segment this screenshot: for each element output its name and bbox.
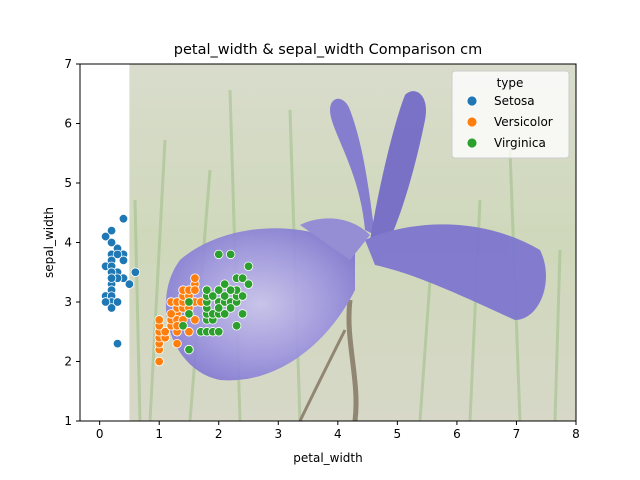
x-axis: 0 1 2 3 4 5 6 7 8 [96, 421, 580, 441]
data-point-versicolor [184, 327, 194, 337]
data-point-virginica [231, 321, 242, 331]
data-point-versicolor [190, 315, 200, 325]
legend-marker-setosa [466, 95, 478, 107]
data-point-virginica [184, 344, 194, 355]
legend-label-virginica: Virginica [494, 136, 546, 150]
data-point-virginica [214, 249, 224, 260]
data-point-setosa [106, 225, 117, 236]
data-point-versicolor [190, 285, 200, 295]
y-tick-label: 6 [64, 117, 72, 131]
data-point-virginica [243, 279, 254, 289]
x-tick-label: 0 [96, 427, 104, 441]
data-point-setosa [112, 338, 123, 349]
data-point-versicolor [172, 338, 182, 349]
data-point-virginica [202, 285, 212, 295]
data-point-setosa [100, 297, 111, 307]
y-axis-label: sepal_width [42, 207, 56, 278]
x-tick-label: 8 [572, 427, 580, 441]
data-point-virginica [184, 309, 194, 319]
scatter-points [100, 213, 254, 367]
data-point-setosa [112, 297, 123, 307]
legend-marker-versicolor [466, 116, 478, 128]
x-tick-label: 7 [513, 427, 521, 441]
data-point-setosa [106, 273, 117, 283]
data-point-setosa [100, 231, 111, 242]
data-point-setosa [106, 303, 117, 313]
chart-title: petal_width & sepal_width Comparison cm [174, 42, 482, 58]
legend: type Setosa Versicolor Virginica [451, 70, 570, 159]
data-point-virginica [214, 327, 224, 337]
data-point-versicolor [190, 273, 200, 283]
data-point-virginica [214, 285, 224, 295]
x-axis-label: petal_width [293, 451, 362, 465]
y-tick-label: 7 [64, 57, 72, 71]
x-tick-label: 5 [394, 427, 402, 441]
data-point-virginica [214, 303, 224, 313]
y-axis: 1 2 3 4 5 6 7 [64, 57, 80, 428]
data-point-virginica [225, 285, 236, 295]
data-point-virginica [225, 249, 236, 260]
data-point-virginica [178, 321, 188, 331]
data-point-versicolor [154, 315, 164, 325]
data-point-versicolor [154, 356, 164, 367]
data-point-versicolor [160, 327, 170, 337]
data-point-virginica [237, 309, 248, 319]
data-point-setosa [118, 213, 129, 224]
data-point-virginica [208, 291, 218, 301]
data-point-setosa [118, 255, 129, 266]
x-tick-label: 2 [215, 427, 223, 441]
data-point-virginica [237, 291, 248, 301]
x-tick-label: 1 [155, 427, 163, 441]
legend-marker-virginica [466, 137, 478, 149]
data-point-setosa [130, 267, 141, 277]
data-point-virginica [243, 261, 254, 272]
data-point-virginica [219, 291, 230, 301]
data-point-virginica [219, 309, 230, 319]
y-tick-label: 5 [64, 176, 72, 190]
y-tick-label: 2 [64, 355, 72, 369]
legend-label-setosa: Setosa [494, 94, 535, 108]
data-point-virginica [237, 273, 248, 283]
data-point-versicolor [166, 309, 176, 319]
legend-label-versicolor: Versicolor [494, 115, 553, 129]
legend-title: type [497, 76, 524, 90]
data-point-setosa [106, 237, 117, 248]
x-tick-label: 3 [274, 427, 282, 441]
data-point-virginica [184, 297, 194, 307]
data-point-setosa [124, 279, 135, 289]
y-tick-label: 3 [64, 295, 72, 309]
data-point-virginica [225, 303, 236, 313]
x-tick-label: 4 [334, 427, 342, 441]
x-tick-label: 6 [453, 427, 461, 441]
legend-box [451, 70, 570, 159]
data-point-virginica [219, 279, 230, 289]
y-tick-label: 4 [64, 236, 72, 250]
data-point-setosa [112, 249, 123, 260]
y-tick-label: 1 [64, 414, 72, 428]
